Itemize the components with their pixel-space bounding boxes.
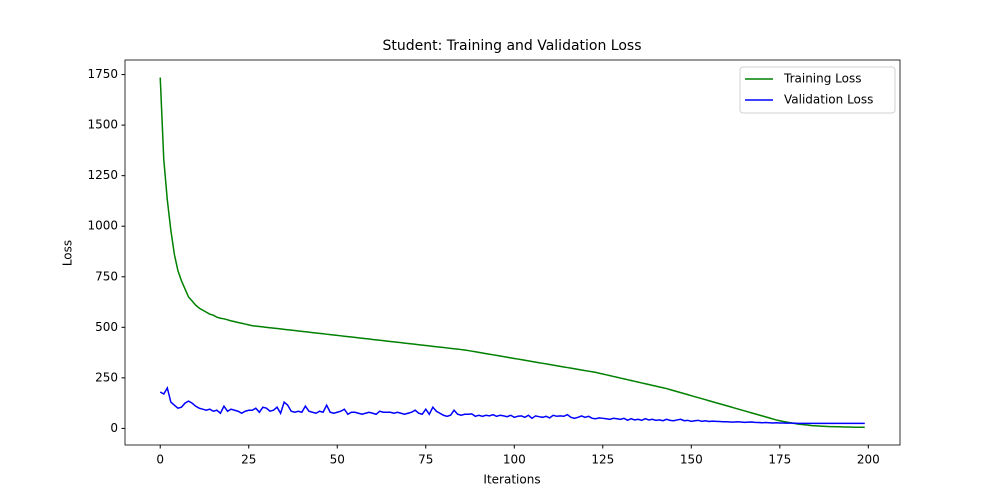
y-tick-label: 1500	[87, 118, 118, 132]
x-tick-label: 125	[591, 453, 614, 467]
x-tick-label: 175	[768, 453, 791, 467]
legend-label: Validation Loss	[784, 93, 873, 107]
plot-frame	[124, 59, 901, 446]
y-tick-label: 1250	[87, 168, 118, 182]
y-axis-label: Loss	[61, 240, 75, 266]
y-tick-label: 250	[95, 370, 118, 384]
line-series	[159, 386, 865, 425]
legend-label: Training Loss	[783, 72, 861, 86]
y-tick-label: 750	[95, 269, 118, 283]
x-tick-label: 0	[156, 453, 164, 467]
x-tick-label: 25	[241, 453, 256, 467]
y-tick-label: 1750	[87, 67, 118, 81]
x-tick-label: 100	[503, 453, 526, 467]
x-tick-label: 75	[418, 453, 433, 467]
legend-box	[739, 66, 896, 114]
x-tick-label: 200	[857, 453, 880, 467]
x-axis-label: Iterations	[483, 473, 540, 487]
x-tick-label: 50	[330, 453, 345, 467]
y-tick-label: 0	[110, 421, 118, 435]
chart-title: Student: Training and Validation Loss	[382, 38, 641, 54]
x-tick-label: 150	[680, 453, 703, 467]
y-tick-label: 500	[95, 320, 118, 334]
line-series	[159, 77, 865, 428]
y-tick-label: 1000	[87, 219, 118, 233]
